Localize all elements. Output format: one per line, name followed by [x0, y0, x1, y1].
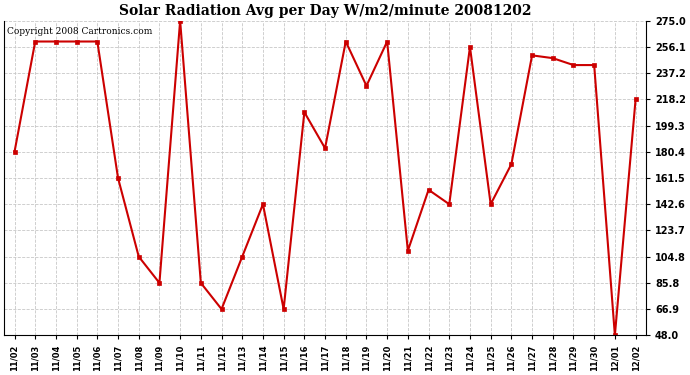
- Text: Copyright 2008 Cartronics.com: Copyright 2008 Cartronics.com: [8, 27, 152, 36]
- Title: Solar Radiation Avg per Day W/m2/minute 20081202: Solar Radiation Avg per Day W/m2/minute …: [119, 4, 531, 18]
